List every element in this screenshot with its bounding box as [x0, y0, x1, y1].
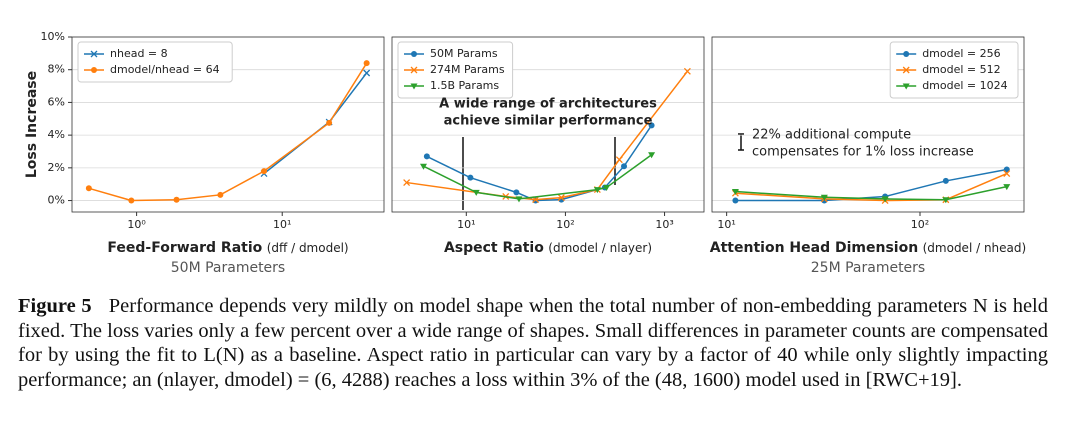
marker — [420, 163, 428, 170]
marker — [557, 194, 565, 202]
x-tick-label: 10² — [556, 218, 574, 231]
marker — [1003, 166, 1010, 173]
marker — [942, 197, 950, 204]
y-tick-label: 2% — [48, 161, 65, 174]
x-axis-label-main: Aspect Ratio — [444, 240, 544, 256]
marker — [1003, 184, 1011, 191]
x-axis-label-units: (dmodel / nlayer) — [548, 241, 652, 255]
x-axis-label: Attention Head Dimension (dmodel / nhead… — [710, 240, 1026, 256]
y-tick-label: 6% — [48, 95, 65, 108]
x-tick-label: 10¹ — [457, 218, 475, 231]
plot-frame — [391, 36, 705, 213]
subtitle: 50M Parameters — [171, 260, 285, 276]
marker — [128, 197, 135, 204]
caption-text: Performance depends very mildly on model… — [18, 295, 1048, 391]
x-axis-label: Feed-Forward Ratio (dff / dmodel) — [107, 240, 348, 256]
error-bar-icon — [738, 133, 744, 151]
series-line — [88, 62, 368, 202]
legend-frame — [397, 41, 514, 99]
marker — [513, 189, 520, 196]
x-axis-label: Aspect Ratio (dmodel / nlayer) — [444, 240, 652, 256]
marker — [532, 197, 539, 204]
series-line — [426, 124, 653, 202]
marker — [363, 60, 370, 67]
marker — [85, 185, 92, 192]
caption: Figure 5 Performance depends very mildly… — [18, 294, 1048, 392]
marker — [820, 194, 828, 201]
marker — [902, 83, 910, 90]
subtitle: 25M Parameters — [811, 260, 925, 276]
marker — [1003, 170, 1011, 178]
plot-frame — [711, 36, 1025, 213]
marker — [91, 67, 97, 73]
legend-frame — [77, 41, 233, 83]
legend-label: 274M Params — [430, 63, 505, 76]
x-axis-label-main: Feed-Forward Ratio — [107, 240, 262, 256]
marker — [173, 196, 180, 203]
marker — [683, 67, 691, 75]
marker — [648, 152, 656, 159]
annotation: 22% additional compute — [752, 128, 911, 143]
marker — [615, 156, 623, 164]
x-tick-label: 10¹ — [273, 218, 291, 231]
marker — [648, 122, 655, 129]
marker — [410, 83, 418, 90]
figure: 0% 2% 4% 6% 8% 10% 10⁰ 10¹ nhead = 8 dmodel/nhead… — [24, 30, 1026, 276]
legend-label: nhead = 8 — [110, 47, 168, 60]
marker — [603, 184, 611, 191]
y-axis-label: Loss Increase — [24, 71, 40, 178]
y-tick-label: 0% — [48, 194, 65, 207]
marker — [593, 187, 601, 194]
legend-label: dmodel/nhead = 64 — [110, 63, 220, 76]
legend-frame — [889, 41, 1019, 99]
x-tick-label: 10⁰ — [127, 218, 146, 231]
legend-label: 1.5B Params — [430, 79, 499, 92]
annotation: A wide range of architectures — [439, 97, 657, 112]
x-axis-label-main: Attention Head Dimension — [710, 240, 918, 256]
y-tick-label: 8% — [48, 63, 65, 76]
legend-label: dmodel = 512 — [922, 63, 1000, 76]
marker — [90, 50, 98, 58]
marker — [217, 191, 224, 198]
x-tick-label: 10¹ — [717, 218, 735, 231]
marker — [411, 51, 417, 57]
series-line — [423, 154, 653, 200]
marker — [363, 69, 371, 77]
legend-label: dmodel = 256 — [922, 47, 1000, 60]
caption-label: Figure 5 — [18, 295, 92, 317]
x-tick-label: 10² — [911, 218, 929, 231]
marker — [902, 66, 910, 74]
marker — [903, 51, 910, 57]
marker — [467, 174, 474, 181]
marker — [261, 168, 268, 175]
marker — [732, 197, 739, 204]
marker — [881, 196, 889, 203]
marker — [410, 66, 418, 74]
x-axis-label-units: (dff / dmodel) — [267, 241, 349, 255]
legend-label: 50M Params — [430, 47, 498, 60]
marker — [731, 189, 739, 196]
y-tick-label: 10% — [41, 30, 65, 43]
marker — [403, 179, 411, 187]
x-axis-label-units: (dmodel / nhead) — [923, 241, 1027, 255]
marker — [472, 189, 480, 196]
marker — [942, 177, 949, 184]
annotation: achieve similar performance — [444, 114, 653, 129]
annotation: compensates for 1% loss increase — [752, 145, 974, 160]
legend-label: dmodel = 1024 — [922, 79, 1007, 92]
x-tick-label: 10³ — [655, 218, 673, 231]
marker — [621, 163, 628, 170]
marker — [515, 196, 523, 203]
plot-frame — [71, 36, 385, 213]
y-tick-label: 4% — [48, 128, 65, 141]
marker — [423, 153, 430, 160]
marker — [326, 119, 333, 126]
